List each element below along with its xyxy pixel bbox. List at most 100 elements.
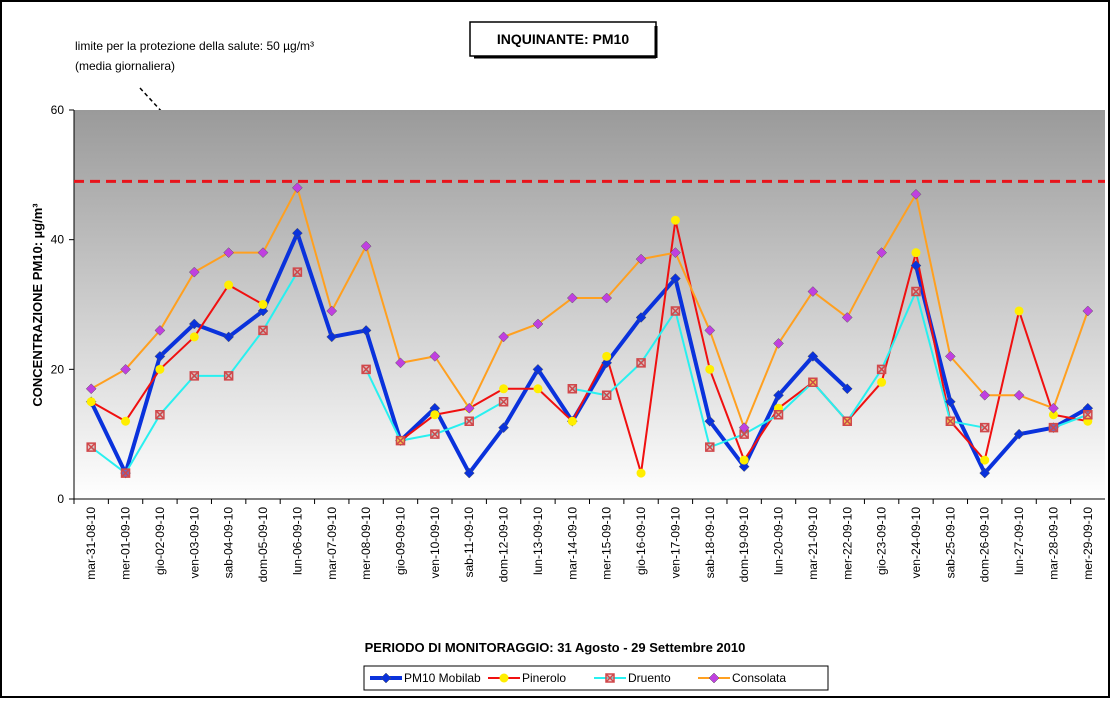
marker bbox=[670, 247, 681, 258]
marker bbox=[841, 383, 853, 395]
marker bbox=[154, 325, 166, 336]
marker bbox=[670, 306, 681, 316]
marker bbox=[499, 673, 509, 683]
x-tick-label: gio-16-09-10 bbox=[634, 507, 648, 575]
marker bbox=[258, 300, 268, 309]
marker bbox=[876, 247, 887, 258]
y-tick-label: 20 bbox=[51, 362, 65, 376]
x-tick-label: mar-07-09-10 bbox=[325, 507, 339, 580]
marker bbox=[395, 357, 406, 369]
x-tick-label: mar-21-09-10 bbox=[806, 507, 820, 580]
marker bbox=[601, 390, 612, 401]
x-tick-label: dom-19-09-10 bbox=[737, 507, 751, 583]
x-tick-label: ven-10-09-10 bbox=[428, 507, 442, 579]
x-tick-label: sab-25-09-10 bbox=[943, 507, 957, 579]
marker bbox=[911, 286, 921, 297]
x-tick-label: mar-14-09-10 bbox=[565, 507, 579, 580]
marker bbox=[979, 467, 991, 479]
x-tick-label: mer-08-09-10 bbox=[359, 507, 373, 580]
annotation: (media giornaliera) bbox=[75, 59, 175, 73]
marker bbox=[635, 312, 647, 323]
x-tick-label: gio-02-09-10 bbox=[153, 507, 167, 575]
legend-label: PM10 Mobilab bbox=[404, 671, 481, 685]
marker bbox=[911, 248, 921, 258]
marker bbox=[224, 280, 234, 290]
marker bbox=[86, 397, 96, 407]
x-tick-label: ven-03-09-10 bbox=[187, 507, 201, 579]
marker bbox=[773, 409, 784, 420]
marker bbox=[464, 416, 474, 426]
marker bbox=[498, 331, 509, 343]
marker bbox=[944, 396, 956, 408]
marker bbox=[120, 363, 131, 375]
marker bbox=[773, 389, 784, 401]
marker bbox=[601, 292, 613, 304]
marker bbox=[1013, 428, 1025, 440]
y-tick-label: 60 bbox=[51, 103, 65, 117]
x-tick-label: lun-13-09-10 bbox=[531, 507, 545, 575]
marker bbox=[292, 182, 303, 194]
y-axis-title: CONCENTRAZIONE PM10: µg/m³ bbox=[30, 203, 45, 407]
marker bbox=[807, 351, 819, 362]
y-tick-label: 40 bbox=[51, 233, 65, 247]
marker bbox=[704, 415, 716, 427]
marker bbox=[258, 325, 268, 336]
marker bbox=[635, 253, 647, 265]
marker bbox=[708, 672, 720, 684]
marker bbox=[704, 325, 716, 336]
x-tick-label: dom-05-09-10 bbox=[256, 507, 270, 583]
marker bbox=[910, 260, 922, 271]
marker bbox=[223, 371, 234, 381]
marker bbox=[739, 455, 749, 465]
marker bbox=[380, 672, 392, 684]
marker bbox=[705, 364, 715, 374]
x-tick-label: mer-29-09-10 bbox=[1081, 507, 1095, 580]
marker bbox=[945, 416, 956, 426]
marker bbox=[1013, 389, 1025, 401]
marker bbox=[498, 397, 509, 407]
series-line bbox=[90, 186, 1089, 429]
marker bbox=[1014, 306, 1024, 316]
x-tick-label: ven-17-09-10 bbox=[668, 507, 682, 579]
marker bbox=[532, 363, 544, 375]
marker bbox=[360, 325, 372, 336]
x-tick-label: mar-28-09-10 bbox=[1046, 507, 1060, 580]
marker bbox=[738, 461, 750, 472]
marker bbox=[532, 318, 544, 330]
marker bbox=[602, 351, 612, 361]
marker bbox=[360, 240, 372, 252]
marker bbox=[430, 429, 440, 439]
marker bbox=[498, 422, 509, 434]
y-tick-label: 0 bbox=[57, 492, 64, 506]
marker bbox=[979, 389, 991, 401]
x-tick-label: sab-04-09-10 bbox=[222, 507, 236, 579]
marker bbox=[876, 364, 887, 375]
marker bbox=[155, 409, 165, 420]
marker bbox=[86, 442, 96, 452]
x-tick-label: mar-31-08-10 bbox=[84, 507, 98, 580]
marker bbox=[292, 227, 303, 239]
marker bbox=[188, 266, 200, 278]
marker bbox=[189, 371, 200, 381]
marker bbox=[395, 435, 406, 446]
x-tick-label: lun-06-09-10 bbox=[290, 507, 304, 575]
marker bbox=[1082, 305, 1094, 317]
marker bbox=[361, 364, 371, 375]
marker bbox=[980, 455, 990, 465]
marker bbox=[120, 468, 131, 478]
marker bbox=[567, 384, 578, 394]
marker bbox=[326, 305, 338, 317]
marker bbox=[1048, 410, 1058, 420]
title-box bbox=[469, 21, 657, 57]
legend-label: Druento bbox=[628, 671, 671, 685]
marker bbox=[189, 332, 199, 342]
x-tick-label: dom-12-09-10 bbox=[497, 507, 511, 583]
marker bbox=[292, 267, 303, 277]
marker bbox=[223, 331, 235, 343]
marker bbox=[121, 416, 131, 426]
x-tick-label: sab-11-09-10 bbox=[462, 507, 476, 578]
marker bbox=[910, 188, 922, 200]
marker bbox=[567, 416, 577, 426]
marker bbox=[463, 402, 475, 414]
